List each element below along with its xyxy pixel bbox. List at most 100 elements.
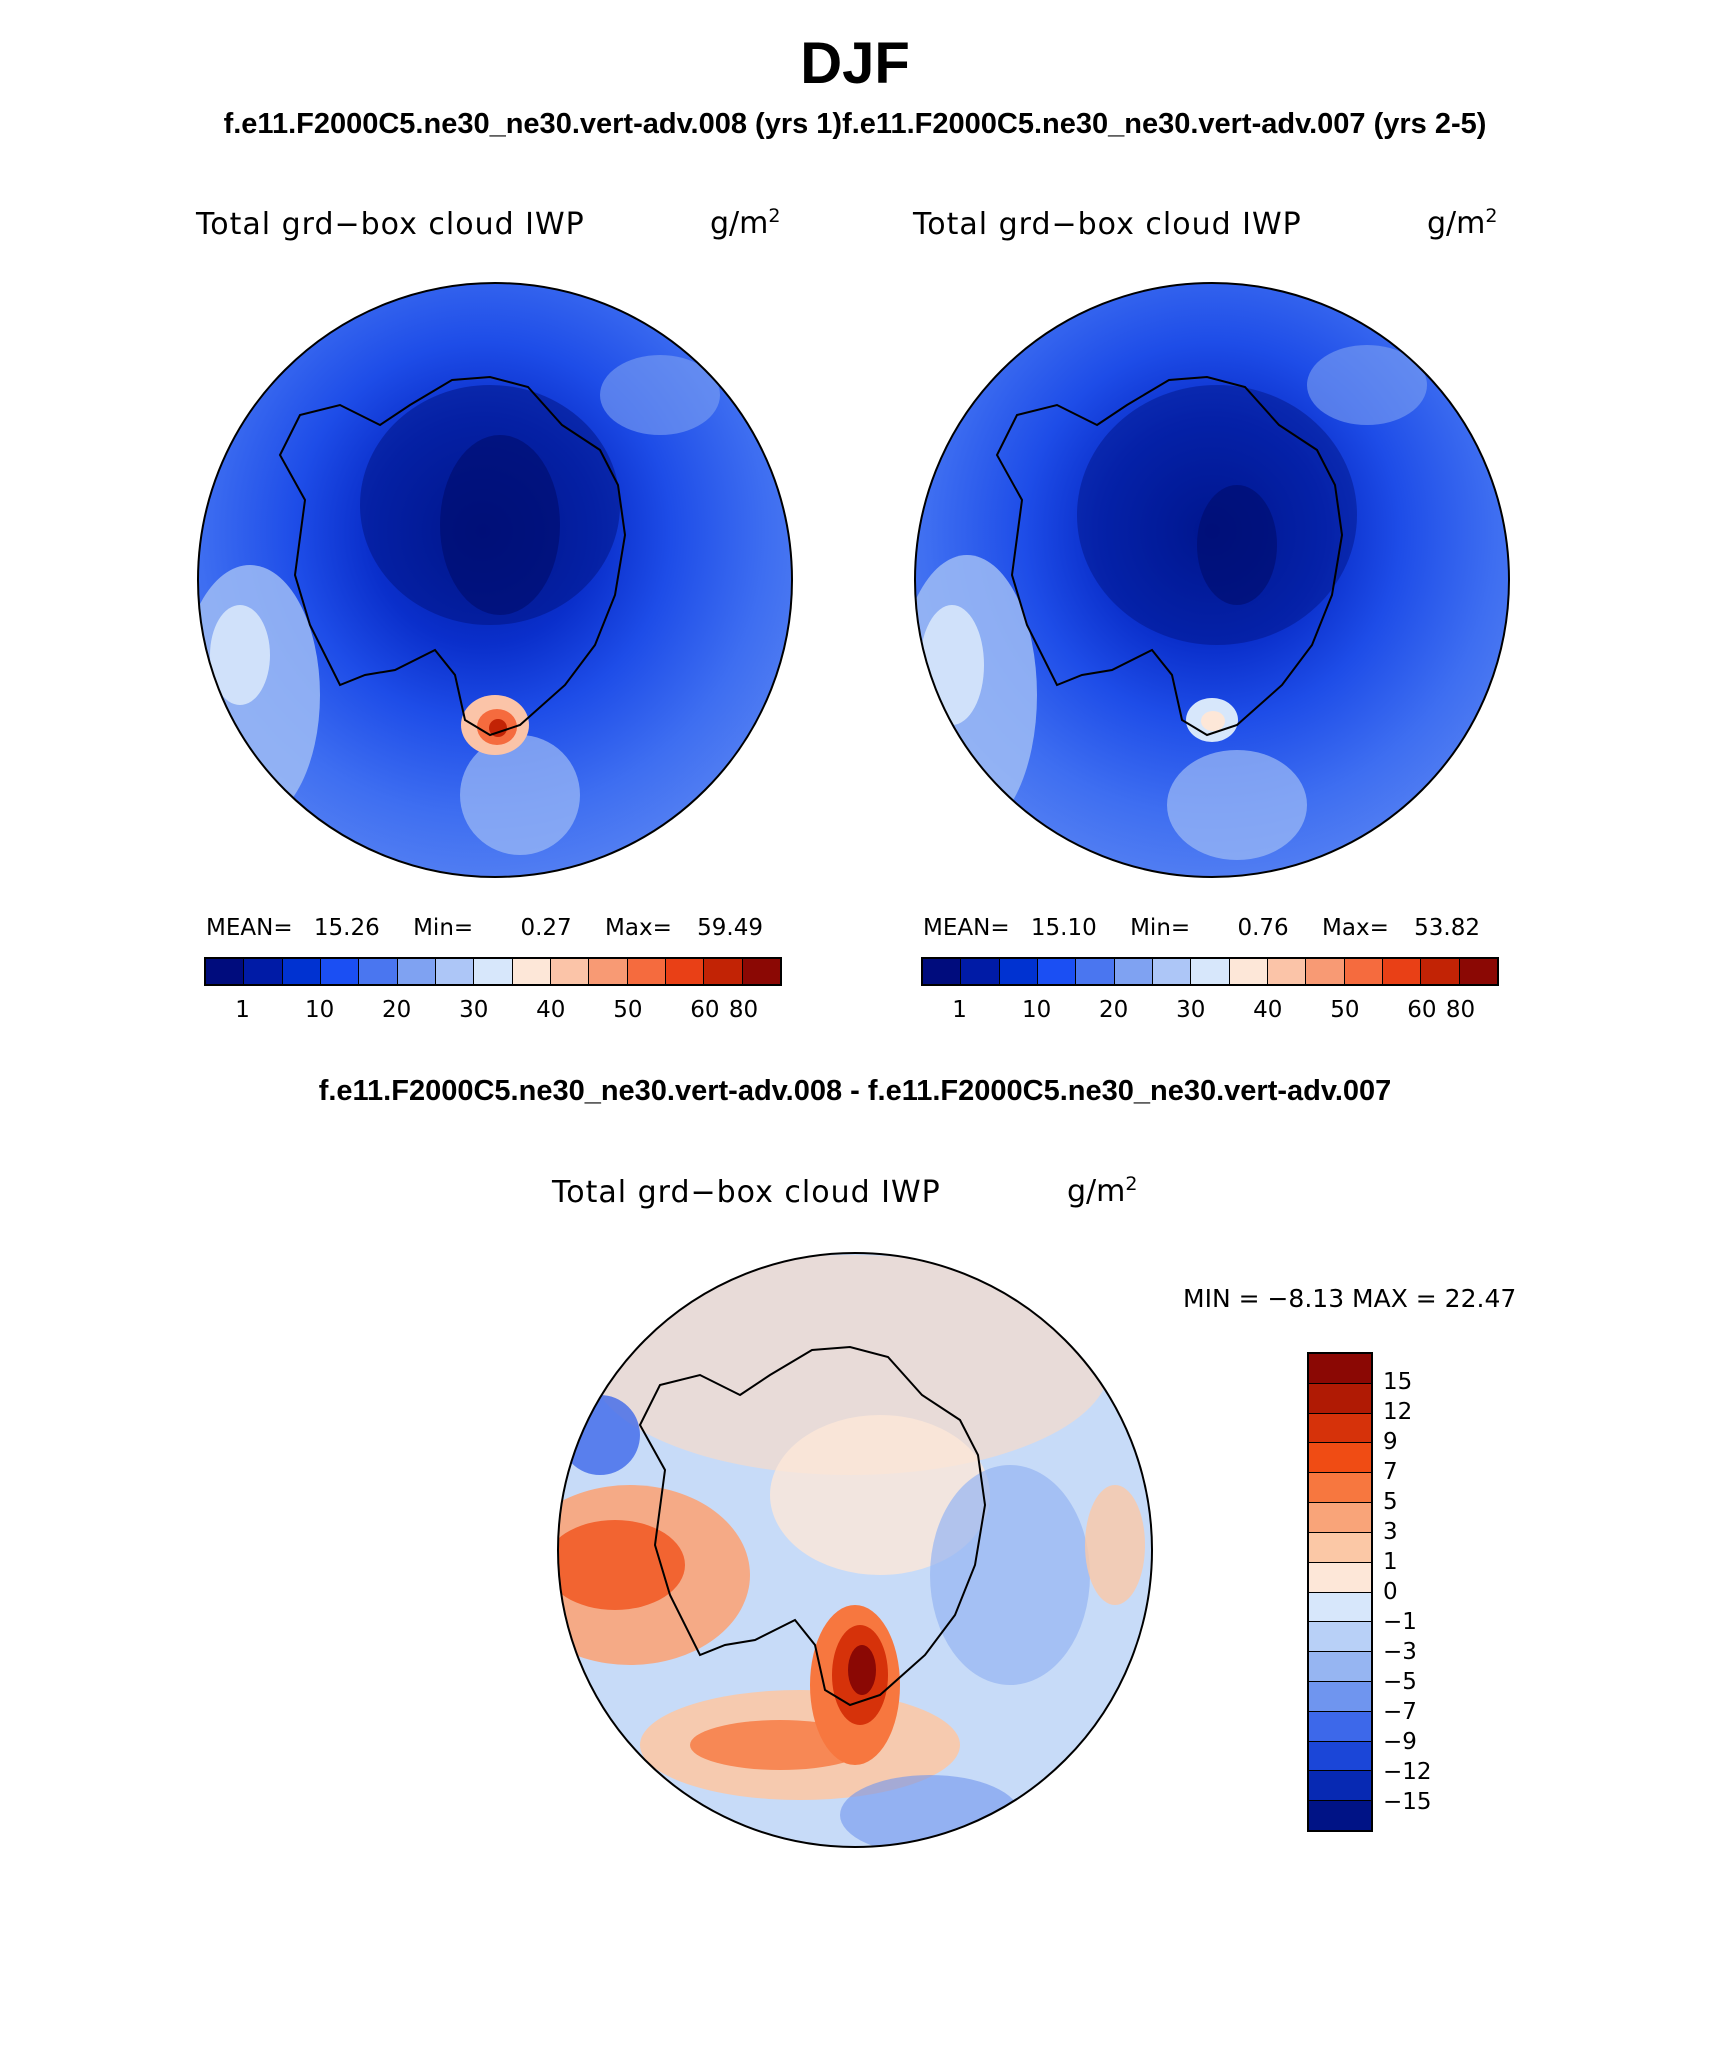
panel3-map-border	[557, 1252, 1153, 1848]
panel1-colorbar-swatch	[589, 959, 628, 984]
panel3-colorbar-tick-label: −3	[1383, 1639, 1417, 1665]
panel3-colorbar-tick-label: −7	[1383, 1699, 1417, 1725]
panel2-colorbar-swatch	[1114, 959, 1153, 984]
panel2-colorbar-tick-label: 50	[1330, 997, 1360, 1023]
panel3-cool-region	[840, 1775, 1020, 1847]
panel3-cool-region	[930, 1465, 1090, 1685]
panel3-colorbar-swatch	[1309, 1622, 1371, 1653]
panel1-colorbar-tick-label: 20	[382, 997, 412, 1023]
panel3-colorbar-swatch	[1309, 1741, 1371, 1772]
panel2-colorbar-swatch	[1076, 959, 1115, 984]
panel1-light-region	[600, 355, 720, 435]
panel3-colorbar-tick-label: −15	[1383, 1789, 1432, 1815]
panel3-warm-region	[1085, 1485, 1145, 1605]
panel2-unit: g/m2	[1427, 205, 1498, 241]
panel2-colorbar-swatch	[923, 959, 962, 984]
panel3-antarctica-coastline	[638, 1345, 987, 1707]
panel1-colorbar-swatch	[704, 959, 743, 984]
panel3-colorbar-tick-label: −1	[1383, 1609, 1417, 1635]
panel2-colorbar-tick-label: 30	[1176, 997, 1206, 1023]
panel3-warm-anomaly	[848, 1645, 876, 1695]
panel1-colorbar-swatch	[320, 959, 360, 984]
panel2-colorbar-tick-label: 80	[1445, 997, 1476, 1023]
panel2-colorbar-swatch	[999, 959, 1038, 984]
panel1-colorbar-tick-label: 1	[235, 997, 250, 1023]
panel1-stats: MEAN= 15.26 Min= 0.27 Max= 59.49	[206, 915, 764, 941]
panel3-title: Total grd−box cloud IWP	[552, 1175, 941, 1210]
panel3-colorbar-swatch	[1309, 1503, 1371, 1533]
panel3-colorbar-swatch	[1309, 1532, 1371, 1563]
panel2-colorbar-swatch	[1459, 959, 1497, 984]
panel3-colorbar-swatch	[1309, 1473, 1371, 1504]
panel1-colorbar-swatch	[550, 959, 590, 984]
panel2-colorbar-tick-label: 1	[952, 997, 967, 1023]
season-title: DJF	[800, 31, 910, 96]
panel1-colorbar-swatch	[742, 959, 780, 984]
panel1-title: Total grd−box cloud IWP	[196, 207, 585, 242]
panel1-colorbar-swatch	[627, 959, 666, 984]
panel2-colorbar-swatch	[1306, 959, 1345, 984]
panel3-colorbar-tick-label: −9	[1383, 1729, 1417, 1755]
panel3-colorbar-tick-label: 7	[1383, 1459, 1398, 1485]
panel2-colorbar-swatch	[1037, 959, 1077, 984]
panel2-colorbar-swatch	[1344, 959, 1383, 984]
panel1-colorbar-swatch	[359, 959, 398, 984]
panel3-unit: g/m2	[1067, 1173, 1138, 1209]
panel1-unit: g/m2	[710, 205, 781, 241]
panel3-colorbar-swatch	[1309, 1652, 1371, 1682]
panel3-colorbar-tick-label: 0	[1383, 1579, 1398, 1605]
panel2-title: Total grd−box cloud IWP	[913, 207, 1302, 242]
panel1-colorbar-swatch	[282, 959, 321, 984]
panel1-map-border	[197, 282, 793, 878]
panel2-warm-spot	[1201, 711, 1225, 731]
panel2-colorbar-swatch	[1382, 959, 1422, 984]
panel1-colorbar-tick-label: 10	[304, 997, 335, 1023]
panel2-colorbar	[921, 957, 1499, 986]
panel2-colorbar-swatch	[1229, 959, 1268, 984]
panel3-colorbar-swatch	[1309, 1413, 1371, 1444]
panel3-colorbar-tick-label: 12	[1383, 1399, 1413, 1425]
panel1-colorbar-tick-label: 50	[613, 997, 643, 1023]
panel2-colorbar-swatch	[1191, 959, 1230, 984]
panel2-antarctica-coastline	[995, 375, 1344, 737]
panel3-colorbar-swatch	[1309, 1354, 1371, 1384]
panel2-colorbar-tick-label: 10	[1021, 997, 1052, 1023]
panel1-colorbar-tick-label: 40	[536, 997, 566, 1023]
panel3-map	[557, 1252, 1153, 1848]
panel1-map	[197, 282, 793, 878]
panel3-warm-region	[558, 1520, 685, 1610]
panel1-colorbar-swatch	[474, 959, 513, 984]
panel2-colorbar-swatch	[1152, 959, 1192, 984]
panel3-colorbar-tick-label: 3	[1383, 1519, 1398, 1545]
panel1-colorbar-swatch	[244, 959, 283, 984]
panel1-colorbar-tick-label: 30	[459, 997, 489, 1023]
panel3-warm-region	[770, 1415, 990, 1575]
panel3-colorbar-tick-label: −12	[1383, 1759, 1432, 1785]
panel2-stats: MEAN= 15.10 Min= 0.76 Max= 53.82	[923, 915, 1481, 941]
panel2-colorbar-swatch	[961, 959, 1000, 984]
panel3-colorbar-tick-label: −5	[1383, 1669, 1417, 1695]
panel3-colorbar-swatch	[1309, 1681, 1371, 1712]
panel2-map-border	[914, 282, 1510, 878]
panel1-colorbar	[204, 957, 782, 986]
panel3-colorbar-tick-label: 9	[1383, 1429, 1398, 1455]
panel1-colorbar-swatch	[435, 959, 475, 984]
panel1-antarctica-coastline	[278, 375, 627, 737]
panel3-colorbar-swatch	[1309, 1592, 1371, 1623]
panel1-colorbar-swatch	[206, 959, 245, 984]
panel3-colorbar-swatch	[1309, 1801, 1371, 1830]
panel1-lightest-region	[210, 605, 270, 705]
panel1-colorbar-swatch	[397, 959, 436, 984]
case-title: f.e11.F2000C5.ne30_ne30.vert-adv.008 (yr…	[223, 108, 1487, 140]
panel3-colorbar-tick-label: 5	[1383, 1489, 1398, 1515]
panel3-minmax: MIN = −8.13 MAX = 22.47	[1183, 1284, 1517, 1313]
panel1-colorbar-swatch	[665, 959, 705, 984]
panel3-colorbar-tick-label: 15	[1383, 1369, 1413, 1395]
panel1-warm-anomaly	[489, 719, 507, 737]
panel1-light-region	[460, 735, 580, 855]
panel1-colorbar-tick-label: 80	[728, 997, 759, 1023]
panel3-colorbar-tick-label: 1	[1383, 1549, 1398, 1575]
panel2-darkest-region	[1197, 485, 1277, 605]
panel3-colorbar-swatch	[1309, 1562, 1371, 1593]
panel3-colorbar-swatch	[1309, 1711, 1371, 1742]
